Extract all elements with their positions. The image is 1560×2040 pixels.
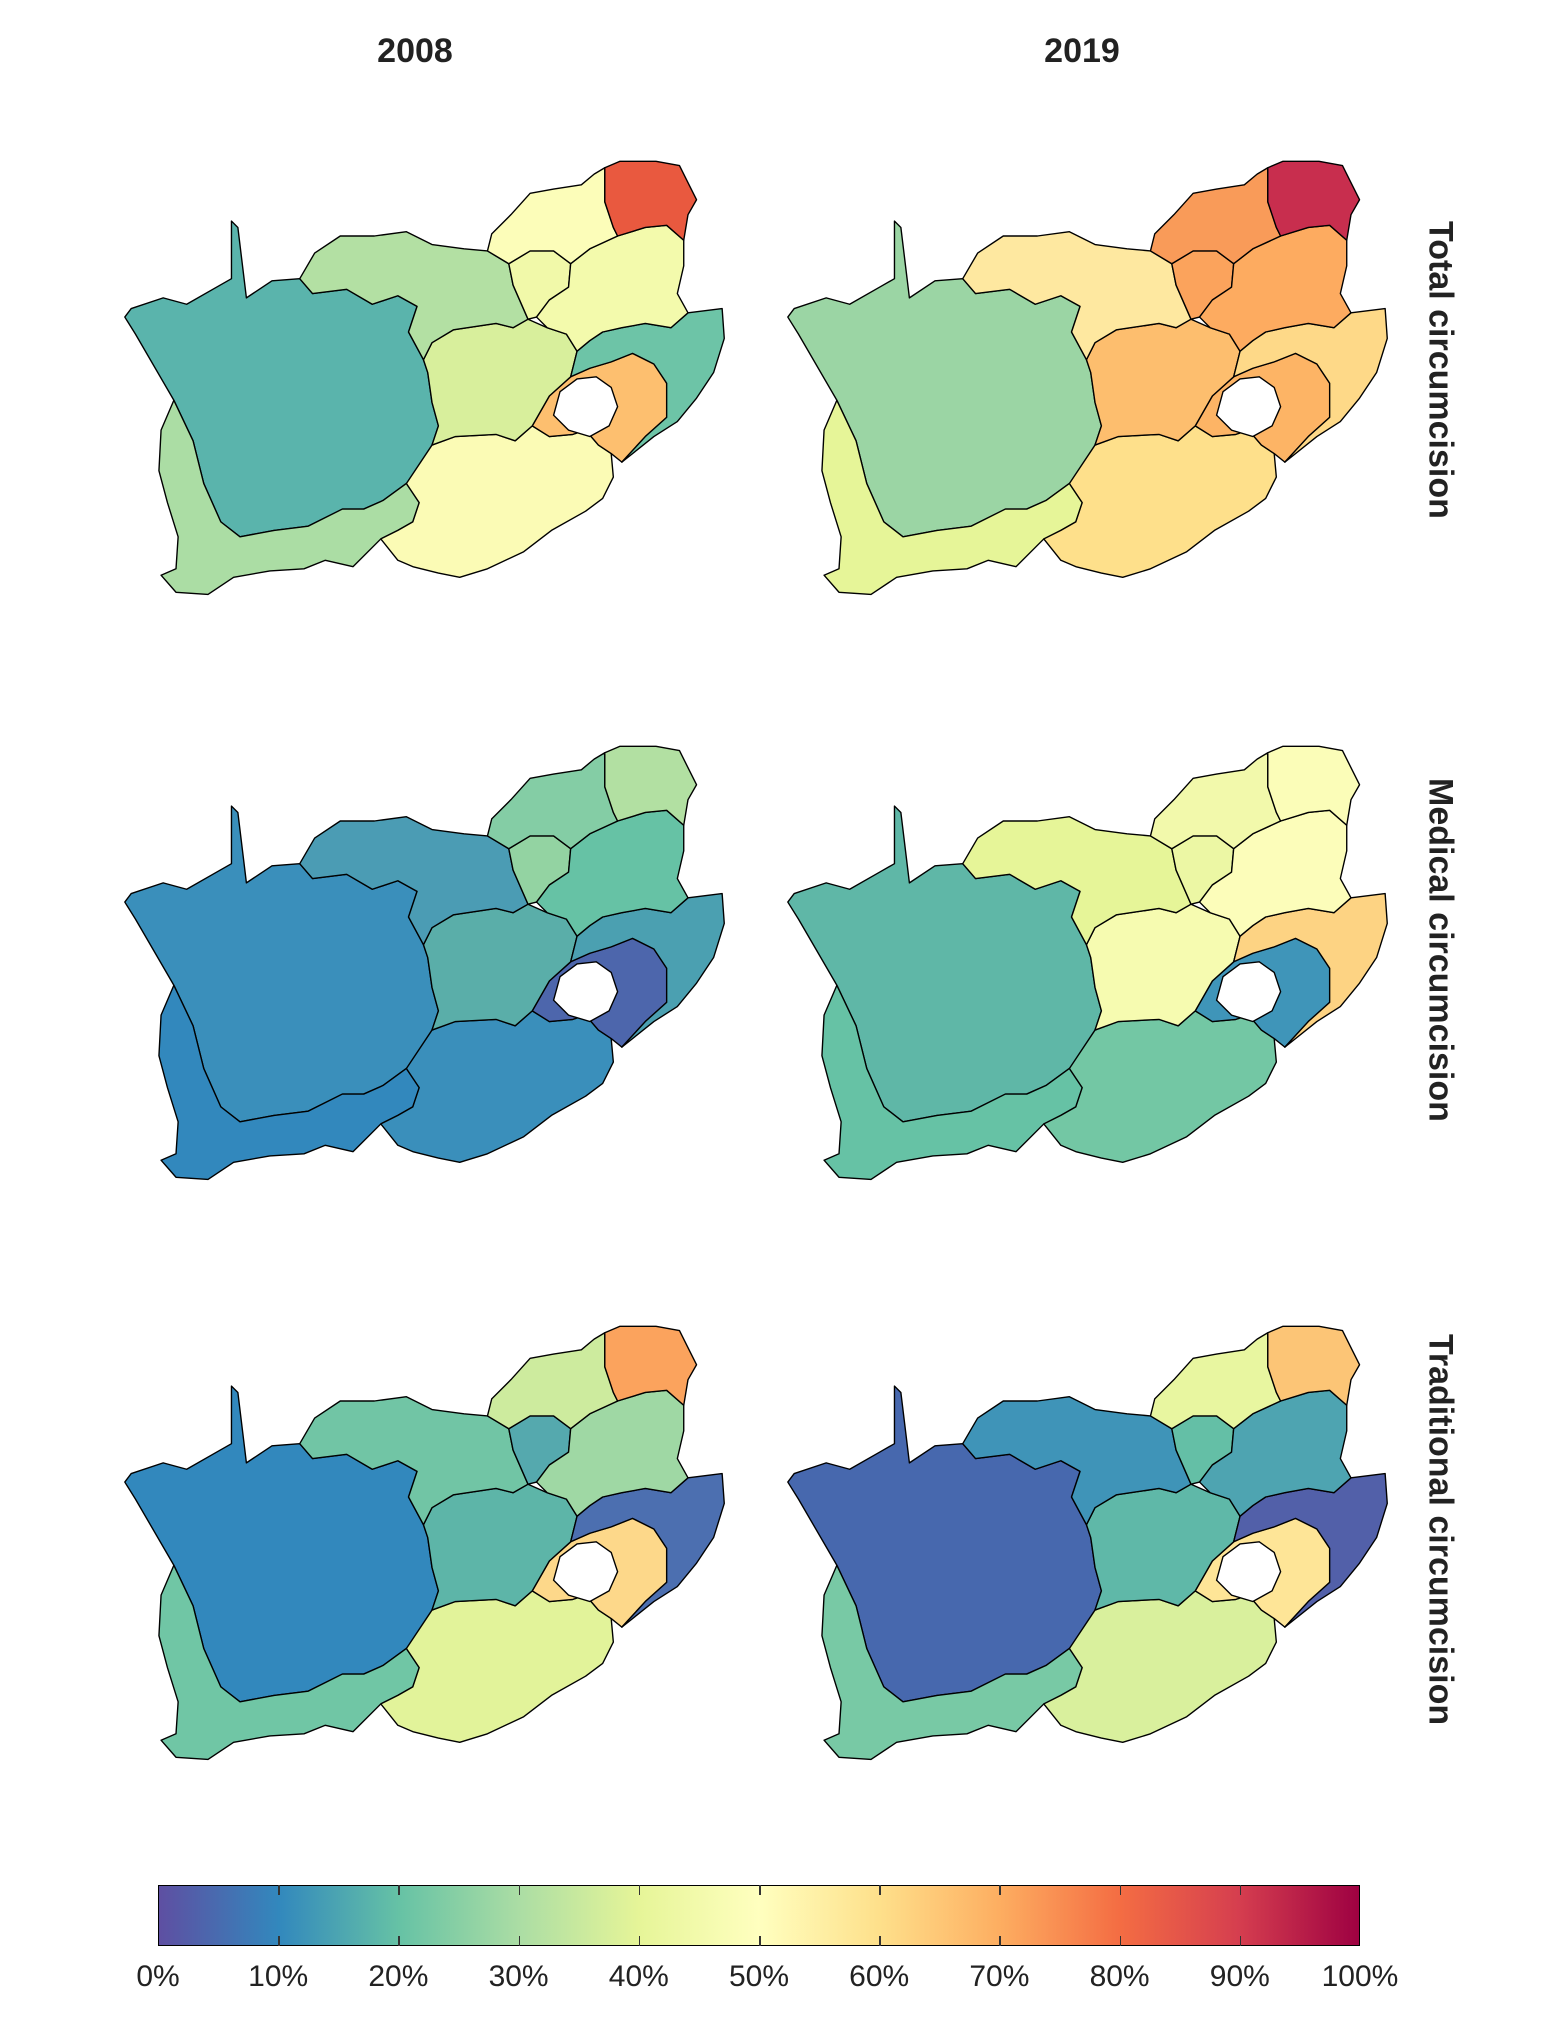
province-lp-e [604, 745, 698, 826]
column-title-2008: 2008 [377, 32, 453, 70]
lesotho-blank [552, 961, 619, 1023]
colorbar-tick-label: 100% [1321, 1960, 1399, 1993]
colorbar-tick-label: 10% [248, 1960, 309, 1993]
colorbar-tick-bottom [278, 1936, 280, 1946]
row-title-total: Total circumcision [1385, 50, 1495, 690]
colorbar-tick-bottom [518, 1936, 521, 1946]
lesotho-blank [552, 1541, 619, 1603]
choropleth-map-medical-2019 [775, 685, 1415, 1245]
choropleth-map-traditional-2019 [775, 1265, 1415, 1825]
province-lp-e [604, 1325, 698, 1406]
row-label-total: Total circumcision [1421, 221, 1460, 519]
lesotho-blank [1215, 1541, 1282, 1603]
colorbar [158, 1885, 1360, 1946]
choropleth-map-traditional-2008 [112, 1265, 752, 1825]
province-nw [962, 231, 1192, 361]
column-title-2019: 2019 [1044, 32, 1120, 70]
choropleth-map-total-2008 [112, 100, 752, 660]
colorbar-tick-top [518, 1885, 521, 1895]
colorbar-tick-top [1119, 1885, 1122, 1895]
province-nw [299, 816, 529, 946]
colorbar-tick-label: 40% [608, 1960, 669, 1993]
lesotho-blank [552, 376, 619, 438]
south-africa-map-svg [787, 160, 1388, 596]
colorbar-tick-top [999, 1885, 1001, 1895]
colorbar-tick-label: 70% [969, 1960, 1030, 1993]
province-nw [962, 1396, 1192, 1526]
colorbar-tick-label: 90% [1209, 1960, 1270, 1993]
colorbar-tick-bottom [879, 1936, 881, 1946]
south-africa-map-svg [787, 1325, 1388, 1761]
province-nw [299, 231, 529, 361]
colorbar-tick-label: 30% [488, 1960, 549, 1993]
province-lp-e [1267, 1325, 1361, 1406]
colorbar-tick-bottom [398, 1936, 400, 1946]
choropleth-map-total-2019 [775, 100, 1415, 660]
province-nw [962, 816, 1192, 946]
colorbar-tick-label: 60% [849, 1960, 910, 1993]
province-lp-e [604, 160, 698, 241]
province-lp-e [1267, 160, 1361, 241]
colorbar-tick-bottom [999, 1936, 1001, 1946]
colorbar-tick-top [759, 1885, 761, 1895]
colorbar-tick-top [638, 1885, 641, 1895]
south-africa-map-svg [787, 745, 1388, 1181]
colorbar-tick-label: 50% [728, 1960, 790, 1993]
south-africa-map-svg [124, 745, 725, 1181]
colorbar-tick-label: 0% [136, 1960, 180, 1993]
colorbar-tick-bottom [1239, 1936, 1242, 1946]
south-africa-map-svg [124, 160, 725, 596]
colorbar-tick-top [879, 1885, 881, 1895]
choropleth-map-medical-2008 [112, 685, 752, 1245]
row-label-medical: Medical circumcision [1421, 778, 1460, 1122]
colorbar-tick-label: 80% [1089, 1960, 1150, 1993]
colorbar-tick-bottom [759, 1936, 761, 1946]
south-africa-map-svg [124, 1325, 725, 1761]
colorbar-tick-bottom [1119, 1936, 1122, 1946]
colorbar-tick-top [398, 1885, 400, 1895]
province-lp-e [1267, 745, 1361, 826]
colorbar-tick-top [278, 1885, 280, 1895]
colorbar-tick-top [1239, 1885, 1242, 1895]
lesotho-blank [1215, 961, 1282, 1023]
row-label-traditional: Traditional circumcision [1421, 1334, 1460, 1726]
colorbar-tick-label: 20% [368, 1960, 429, 1993]
lesotho-blank [1215, 376, 1282, 438]
row-title-traditional: Traditional circumcision [1385, 1210, 1495, 1850]
colorbar-tick-bottom [638, 1936, 641, 1946]
row-title-medical: Medical circumcision [1385, 630, 1495, 1270]
province-nw [299, 1396, 529, 1526]
